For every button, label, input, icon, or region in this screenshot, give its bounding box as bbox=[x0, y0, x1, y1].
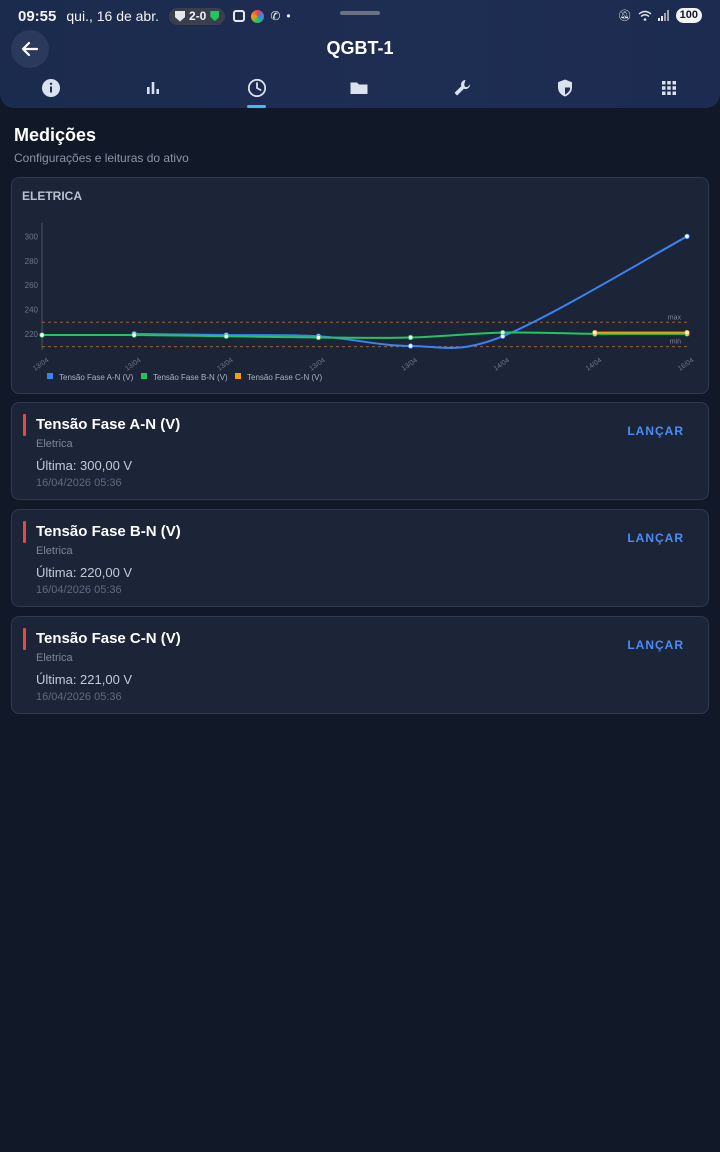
threshold-label-min: min bbox=[670, 339, 681, 346]
alert-bar bbox=[23, 628, 26, 650]
x-tick-label: 13/04 bbox=[308, 357, 326, 373]
grid-icon bbox=[662, 81, 676, 95]
status-time: 09:55 bbox=[18, 7, 57, 25]
data-point bbox=[315, 334, 322, 341]
measurement-last-value: Última: 300,00 V bbox=[36, 458, 133, 473]
section-title: Medições bbox=[14, 125, 97, 145]
chart-card: ELETRICA 220 240 260 280 300 max min 13/04 13/04… bbox=[11, 177, 709, 394]
app-icon bbox=[251, 9, 265, 23]
x-tick-label: 16/04 bbox=[677, 357, 695, 373]
status-date: qui., 16 de abr. bbox=[66, 8, 160, 24]
y-tick-label: 260 bbox=[25, 281, 39, 290]
y-tick-label: 300 bbox=[25, 232, 39, 241]
active-tab-indicator bbox=[247, 105, 266, 108]
y-tick-label: 220 bbox=[25, 330, 39, 339]
measurement-name: Tensão Fase C-N (V) bbox=[36, 630, 181, 647]
alert-bar bbox=[23, 521, 26, 543]
team-shield-icon bbox=[175, 10, 186, 22]
x-tick-label: 13/04 bbox=[32, 357, 50, 373]
data-point bbox=[223, 333, 229, 339]
back-button[interactable] bbox=[11, 30, 49, 68]
series-line-0 bbox=[134, 235, 688, 349]
measurement-category: Eletrica bbox=[36, 545, 73, 557]
measurement-card: Tensão Fase C-N (V) Eletrica Última: 221,0… bbox=[11, 616, 709, 714]
y-tick-label: 240 bbox=[25, 305, 39, 314]
chart-category-label: ELETRICA bbox=[22, 189, 82, 203]
tab-history[interactable] bbox=[227, 72, 287, 108]
tab-maintenance[interactable] bbox=[432, 72, 492, 108]
score-notification: 2-0 bbox=[169, 7, 226, 25]
screenshot-icon bbox=[233, 10, 246, 22]
drag-handle[interactable] bbox=[340, 11, 380, 15]
measurement-category: Eletrica bbox=[36, 652, 73, 664]
legend-label: Tensão Fase A-N (V) bbox=[59, 373, 134, 382]
data-point bbox=[500, 329, 506, 336]
measurement-category: Eletrica bbox=[36, 438, 73, 450]
notification-icons: ✆ • bbox=[233, 9, 291, 23]
legend-swatch bbox=[141, 373, 147, 379]
measurement-name: Tensão Fase B-N (V) bbox=[36, 523, 181, 540]
measurement-date: 16/04/2026 05:36 bbox=[36, 691, 122, 703]
measurement-last-value: Última: 220,00 V bbox=[36, 565, 133, 580]
legend-swatch bbox=[235, 373, 241, 379]
data-point bbox=[407, 334, 414, 341]
data-point bbox=[407, 343, 414, 349]
tab-more[interactable] bbox=[639, 72, 699, 108]
data-point bbox=[131, 332, 137, 338]
page-title: QGBT-1 bbox=[326, 38, 394, 58]
data-point bbox=[39, 332, 45, 338]
launch-button[interactable]: LANÇAR bbox=[627, 424, 684, 438]
legend-swatch bbox=[47, 373, 53, 379]
x-tick-label: 13/04 bbox=[401, 357, 419, 373]
tab-info[interactable] bbox=[21, 72, 81, 108]
missed-call-icon: ✆ bbox=[270, 9, 281, 23]
more-dot-icon: • bbox=[286, 9, 291, 23]
tab-bar bbox=[0, 72, 720, 108]
info-icon bbox=[42, 79, 60, 97]
x-tick-label: 13/04 bbox=[124, 357, 142, 373]
threshold-label-max: max bbox=[668, 314, 682, 321]
folder-icon bbox=[350, 82, 368, 94]
x-tick-label: 13/04 bbox=[216, 357, 234, 373]
bar-chart-icon bbox=[147, 82, 159, 94]
arrow-left-icon bbox=[21, 41, 39, 57]
wrench-icon bbox=[454, 80, 470, 96]
measurement-card: Tensão Fase A-N (V) Eletrica Última: 300,0… bbox=[11, 402, 709, 500]
x-tick-label: 14/04 bbox=[585, 357, 603, 373]
tab-stats[interactable] bbox=[123, 72, 183, 108]
status-bar: 09:55 qui., 16 de abr. 2-0 ✆ • bbox=[0, 0, 720, 32]
data-point bbox=[592, 329, 598, 336]
legend-label: Tensão Fase B-N (V) bbox=[153, 373, 228, 382]
x-tick-label: 14/04 bbox=[493, 357, 511, 373]
measurement-date: 16/04/2026 05:36 bbox=[36, 477, 122, 489]
series-line-1 bbox=[41, 331, 688, 339]
launch-button[interactable]: LANÇAR bbox=[627, 638, 684, 652]
data-point bbox=[684, 233, 690, 240]
battery-indicator: 100 bbox=[675, 8, 702, 23]
measurement-name: Tensão Fase A-N (V) bbox=[36, 416, 181, 433]
measurement-card: Tensão Fase B-N (V) Eletrica Última: 220,0… bbox=[11, 509, 709, 607]
alert-bar bbox=[23, 414, 26, 436]
tab-documents[interactable] bbox=[329, 72, 389, 108]
score-text: 2-0 bbox=[189, 9, 207, 23]
app-header: 09:55 qui., 16 de abr. 2-0 ✆ • 🔕︎ 100 bbox=[0, 0, 720, 108]
clock-icon bbox=[247, 78, 267, 98]
measurement-last-value: Última: 221,00 V bbox=[36, 672, 133, 687]
launch-button[interactable]: LANÇAR bbox=[627, 531, 684, 545]
team-shield-icon-2 bbox=[210, 11, 220, 21]
mute-icon: 🔕︎ bbox=[617, 10, 632, 22]
section-subtitle: Configurações e leituras do ativo bbox=[14, 151, 189, 165]
y-tick-label: 280 bbox=[25, 257, 39, 266]
legend-label: Tensão Fase C-N (V) bbox=[247, 373, 322, 382]
measurement-date: 16/04/2026 05:36 bbox=[36, 584, 122, 596]
wifi-icon bbox=[638, 10, 652, 21]
tab-security[interactable] bbox=[535, 72, 595, 108]
data-point bbox=[684, 329, 690, 336]
line-chart: 220 240 260 280 300 max min 13/04 13/04 13/04 13/0… bbox=[25, 223, 695, 382]
signal-icon bbox=[657, 10, 669, 21]
shield-icon bbox=[558, 79, 572, 97]
status-right: 🔕︎ 100 bbox=[618, 8, 702, 23]
